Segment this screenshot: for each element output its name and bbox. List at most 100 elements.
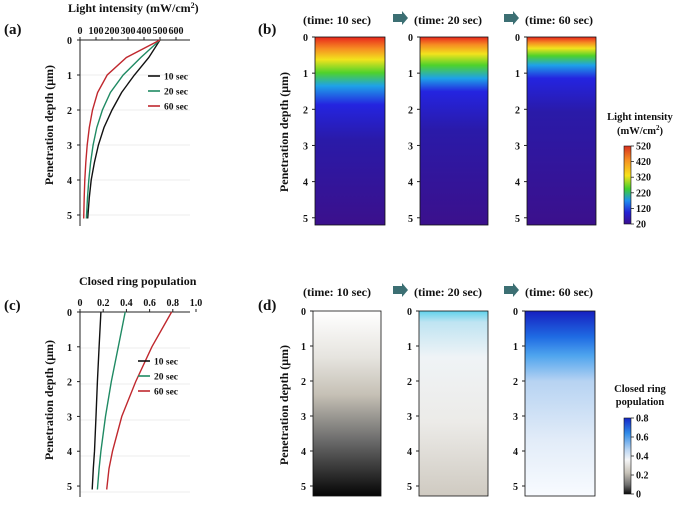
y-tick-label: 1 [301, 342, 306, 353]
x-tick-label: 0.4 [120, 298, 133, 309]
panel-b-column-title-2: (time: 20 sec) [414, 13, 482, 27]
y-tick-label: 0 [515, 33, 520, 44]
y-tick-label: 0 [301, 307, 306, 318]
y-tick-label: 4 [67, 447, 72, 458]
y-tick-label: 5 [301, 482, 306, 493]
panel-b-colorbar-title-2: (mW/cm2) [617, 124, 664, 137]
legend-label: 60 sec [154, 388, 178, 398]
y-tick-label: 2 [513, 377, 518, 388]
series-line-20-sec [96, 311, 126, 490]
x-tick-label: 600 [169, 26, 184, 37]
panel-c-series [91, 311, 173, 490]
y-tick-label: 3 [407, 412, 412, 423]
panel-c-legend: 10 sec 20 sec 60 sec [138, 358, 178, 398]
panel-b-ylabel: Penetration depth (μm) [277, 72, 291, 192]
panel-b-column-title-1: (time: 10 sec) [303, 13, 371, 27]
series-line-20-sec [85, 39, 161, 219]
y-tick-label: 3 [515, 141, 520, 152]
y-tick-label: 1 [515, 69, 520, 80]
panel-d-column-title-1: (time: 10 sec) [303, 285, 371, 299]
series-line-60-sec [83, 39, 161, 219]
y-tick-label: 2 [303, 105, 308, 116]
panel-d-label: (d) [258, 298, 276, 314]
y-tick-label: 5 [67, 482, 72, 493]
colorbar-tick-label: 420 [636, 157, 651, 168]
y-tick-label: 1 [67, 71, 72, 82]
panel-b-heatmap-20s [419, 36, 489, 226]
y-tick-label: 5 [515, 214, 520, 225]
panel-c-yticks: 0 1 2 3 4 5 [67, 308, 80, 493]
y-tick-label: 0 [67, 308, 72, 319]
x-tick-label: 200 [105, 26, 120, 37]
y-tick-label: 4 [67, 176, 72, 187]
panel-d-heatmap-20s [418, 310, 489, 497]
y-tick-label: 5 [67, 211, 72, 222]
series-line-10-sec [91, 311, 102, 490]
y-tick-label: 0 [408, 33, 413, 44]
x-tick-label: 0.2 [97, 298, 110, 309]
panel-b-colorbar-title-1: Light intensity [607, 112, 673, 123]
y-tick-label: 2 [407, 377, 412, 388]
colorbar-tick-label: 0 [636, 490, 641, 501]
x-tick-label: 500 [153, 26, 168, 37]
panel-d-colorbar [623, 417, 632, 495]
panel-a-ylabel: Penetration depth (μm) [42, 65, 56, 185]
y-tick-label: 0 [407, 307, 412, 318]
x-tick-label: 100 [89, 26, 104, 37]
x-tick-label: 0 [78, 298, 83, 309]
arrow-icon [393, 11, 408, 25]
y-tick-label: 4 [303, 178, 308, 189]
panel-b-colorbar [623, 145, 632, 225]
panel-a-series [83, 39, 161, 219]
panel-b-heatmap-10s [314, 36, 386, 226]
panel-c-xticks: 0 0.2 0.4 0.6 0.8 1.0 [78, 298, 203, 312]
panel-c-ylabel: Penetration depth (μm) [42, 340, 56, 460]
panel-d-column-title-3: (time: 60 sec) [525, 285, 593, 299]
panel-b-heatmap-60s [526, 36, 597, 226]
y-tick-label: 1 [408, 69, 413, 80]
panel-b-label: (b) [258, 22, 276, 38]
panel-c-title: Closed ring population [79, 274, 197, 288]
panel-a-yticks: 0 1 2 3 4 5 [67, 36, 80, 222]
colorbar-tick-label: 0.8 [636, 414, 649, 425]
panel-d-column-title-2: (time: 20 sec) [414, 285, 482, 299]
panel-d-colorbar-title-2: population [616, 397, 665, 408]
panel-b-column-title-3: (time: 60 sec) [525, 13, 593, 27]
y-tick-label: 2 [515, 105, 520, 116]
y-tick-label: 4 [513, 447, 518, 458]
colorbar-tick-label: 0.6 [636, 433, 649, 444]
x-tick-label: 0 [78, 26, 83, 37]
y-tick-label: 1 [407, 342, 412, 353]
y-tick-label: 3 [303, 141, 308, 152]
legend-label: 20 sec [164, 88, 188, 98]
panel-b-colorbar-ticks: 520 420 320 220 120 20 [631, 142, 651, 231]
arrow-icon [393, 283, 408, 297]
legend-label: 20 sec [154, 373, 178, 383]
y-tick-label: 2 [67, 378, 72, 389]
y-tick-label: 4 [515, 178, 520, 189]
y-tick-label: 1 [303, 69, 308, 80]
panel-d-heatmap-60s [524, 310, 596, 497]
series-line-10-sec [87, 39, 161, 219]
y-tick-label: 4 [408, 178, 413, 189]
colorbar-tick-label: 0.4 [636, 452, 649, 463]
x-tick-label: 1.0 [190, 298, 203, 309]
y-tick-label: 3 [67, 412, 72, 423]
y-tick-label: 1 [67, 343, 72, 354]
series-line-60-sec [106, 311, 173, 490]
y-tick-label: 4 [407, 447, 412, 458]
y-tick-label: 4 [301, 447, 306, 458]
x-tick-label: 400 [137, 26, 152, 37]
arrow-icon [504, 283, 519, 297]
y-tick-label: 3 [301, 412, 306, 423]
panel-c-label: (c) [4, 298, 21, 314]
colorbar-tick-label: 320 [636, 173, 651, 184]
y-tick-label: 3 [408, 141, 413, 152]
panel-a-title: Light intensity (mW/cm2) [68, 1, 199, 15]
panel-a-legend: 10 sec 20 sec 60 sec [148, 73, 188, 113]
y-tick-label: 5 [408, 214, 413, 225]
colorbar-tick-label: 20 [636, 220, 646, 231]
y-tick-label: 0 [513, 307, 518, 318]
panel-d-yticks: 0 0 0 1 1 1 2 2 2 3 3 3 4 4 4 5 5 5 [301, 307, 525, 493]
